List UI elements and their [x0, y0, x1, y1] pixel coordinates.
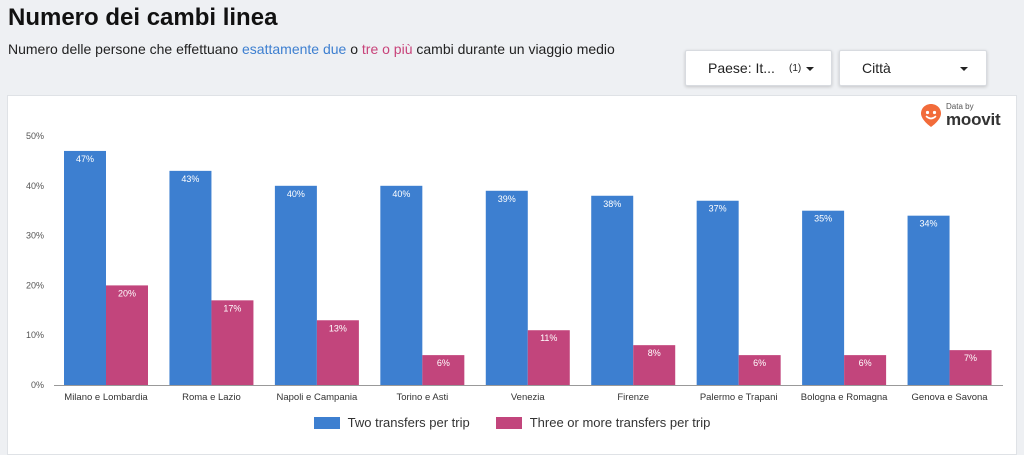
bar-two-transfers — [907, 215, 950, 385]
legend-item-two-transfers[interactable]: Two transfers per trip — [313, 415, 470, 430]
bar-two-transfers — [485, 190, 528, 385]
moovit-pin-icon — [921, 104, 941, 127]
subtitle-prefix: Numero delle persone che effettuano — [8, 41, 239, 57]
data-label: 43% — [181, 174, 199, 184]
chevron-down-icon — [960, 67, 968, 71]
subtitle-three-transfers: tre o più — [361, 41, 413, 57]
data-label: 40% — [287, 189, 305, 199]
data-label: 35% — [814, 214, 832, 224]
x-tick-label: Napoli e Campania — [276, 392, 358, 403]
x-tick-label: Torino e Asti — [396, 392, 448, 403]
data-label: 47% — [76, 154, 94, 164]
country-filter-dropdown[interactable]: Paese: It... (1) — [685, 50, 832, 86]
chevron-down-icon — [806, 67, 814, 71]
data-label: 13% — [329, 323, 347, 333]
legend-label-two-transfers: Two transfers per trip — [347, 415, 470, 430]
legend-label-three-transfers: Three or more transfers per trip — [529, 415, 711, 430]
y-tick-label: 50% — [26, 131, 44, 141]
x-tick-label: Milano e Lombardia — [64, 392, 148, 403]
chart-legend: Two transfers per trip Three or more tra… — [0, 415, 1024, 430]
bar-two-transfers — [274, 185, 317, 385]
data-label: 37% — [709, 204, 727, 214]
bar-two-transfers — [64, 150, 106, 385]
bar-three-transfers — [738, 355, 781, 385]
x-tick-label: Bologna e Romagna — [801, 392, 888, 403]
data-label: 38% — [603, 199, 621, 209]
bar-three-transfers — [949, 350, 992, 385]
x-tick-label: Palermo e Trapani — [700, 392, 778, 403]
city-filter-dropdown[interactable]: Città — [839, 50, 987, 86]
y-tick-label: 40% — [26, 181, 44, 191]
x-tick-label: Venezia — [511, 392, 546, 403]
y-tick-label: 10% — [26, 330, 44, 340]
page-title: Numero dei cambi linea — [8, 4, 278, 31]
legend-item-three-transfers[interactable]: Three or more transfers per trip — [495, 415, 711, 430]
bar-two-transfers — [696, 200, 739, 385]
data-label: 20% — [118, 288, 136, 298]
legend-swatch-three-transfers — [495, 416, 522, 429]
city-filter-label: Città — [862, 60, 891, 76]
data-label: 11% — [540, 333, 557, 343]
bar-three-transfers — [633, 345, 676, 385]
y-tick-label: 30% — [26, 231, 44, 241]
logo-wordmark: moovit — [946, 110, 1001, 129]
legend-swatch-two-transfers — [313, 416, 340, 429]
subtitle: Numero delle persone che effettuano esat… — [8, 41, 615, 57]
bar-two-transfers — [380, 185, 423, 385]
data-label: 6% — [859, 358, 872, 368]
data-label: 40% — [392, 189, 410, 199]
country-filter-label: Paese: It... — [708, 60, 775, 76]
bar-three-transfers — [106, 285, 148, 385]
bar-two-transfers — [802, 210, 845, 385]
data-label: 6% — [753, 358, 766, 368]
data-label: 17% — [223, 303, 241, 313]
y-tick-label: 20% — [26, 280, 44, 290]
bar-three-transfers — [422, 355, 465, 385]
x-tick-label: Genova e Savona — [912, 392, 989, 403]
bar-three-transfers — [211, 300, 254, 385]
bar-three-transfers — [527, 330, 570, 385]
data-label: 6% — [437, 358, 450, 368]
x-tick-label: Firenze — [617, 392, 649, 403]
bar-three-transfers — [316, 320, 359, 385]
moovit-logo: Data by moovit — [920, 102, 1010, 130]
data-label: 8% — [648, 348, 661, 358]
subtitle-two-transfers: esattamente due — [242, 41, 347, 57]
bar-two-transfers — [169, 170, 212, 385]
country-filter-count: (1) — [789, 62, 802, 74]
data-label: 39% — [498, 194, 516, 204]
data-label: 34% — [920, 219, 938, 229]
bar-three-transfers — [844, 355, 887, 385]
x-tick-label: Roma e Lazio — [182, 392, 241, 403]
logo-caption: Data by — [946, 102, 974, 111]
subtitle-connector: o — [350, 41, 358, 57]
y-tick-label: 0% — [31, 380, 44, 390]
bar-two-transfers — [591, 195, 634, 385]
data-label: 7% — [964, 353, 977, 363]
subtitle-suffix: cambi durante un viaggio medio — [416, 41, 615, 57]
